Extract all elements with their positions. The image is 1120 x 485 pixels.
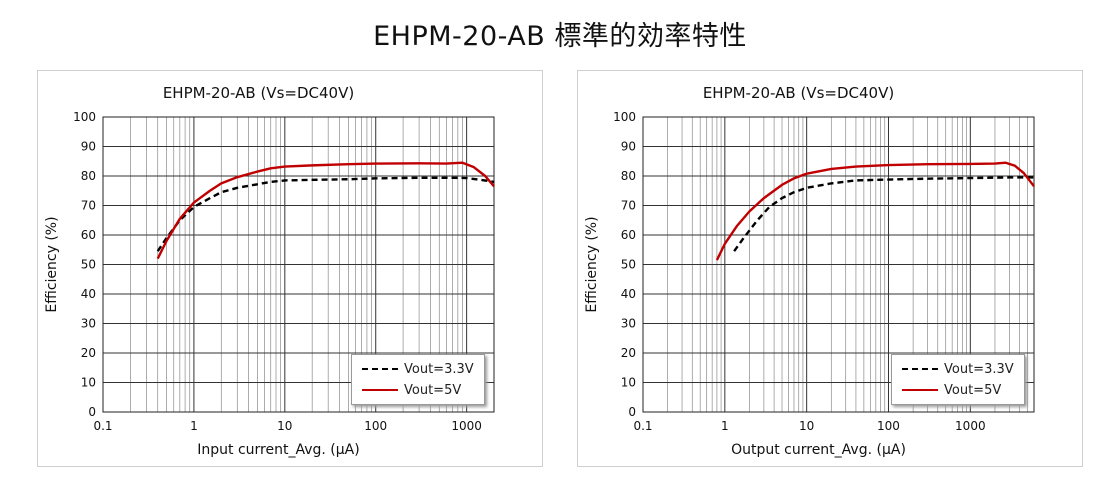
y-tick-label: 90 — [621, 140, 636, 154]
chart-panel-output-current: 0 10 20 30 40 50 60 70 80 90 100 0.1 1 10 100 1000 EHPM-… — [577, 70, 1083, 467]
y-tick-label: 20 — [621, 346, 636, 360]
x-tick-label: 0.1 — [633, 419, 652, 433]
y-tick-label: 0 — [88, 405, 96, 419]
y-tick-label: 60 — [621, 228, 636, 242]
y-tick-label: 40 — [81, 287, 96, 301]
x-tick-label: 10 — [799, 419, 814, 433]
plot-border — [642, 116, 1035, 413]
y-tick-label: 50 — [621, 258, 636, 272]
legend-swatch-dashed — [902, 368, 938, 370]
legend-label: Vout=5V — [404, 382, 462, 398]
legend-entry-vout-3-3v: Vout=3.3V — [362, 361, 474, 377]
legend-swatch-solid — [362, 389, 398, 391]
page-title: EHPM-20-AB 標準的効率特性 — [373, 21, 747, 52]
x-tick-label: 100 — [364, 419, 387, 433]
chart-panel-input-current: 0 10 20 30 40 50 60 70 80 90 100 0.1 1 10 100 1000 EHPM-… — [37, 70, 543, 467]
legend-entry-vout-5v: Vout=5V — [362, 382, 461, 398]
y-tick-label: 10 — [621, 376, 636, 390]
y-tick-label: 70 — [621, 199, 636, 213]
y-tick-label: 30 — [81, 317, 96, 331]
series-line-vout-5v — [156, 161, 495, 260]
legend-label: Vout=5V — [944, 382, 1002, 398]
y-tick-label: 20 — [81, 346, 96, 360]
chart-legend: Vout=3.3V Vout=5V — [351, 354, 485, 405]
legend-swatch-dashed — [362, 368, 398, 370]
x-axis-label: Input current_Avg. (μA) — [197, 442, 359, 458]
legend-label: Vout=3.3V — [404, 361, 474, 377]
y-tick-label: 40 — [621, 287, 636, 301]
x-tick-label: 1000 — [955, 419, 986, 433]
x-tick-label: 1 — [190, 419, 198, 433]
x-tick-label: 1000 — [451, 419, 482, 433]
x-tick-label: 0.1 — [93, 419, 112, 433]
chart-title: EHPM-20-AB (Vs=DC40V) — [703, 84, 894, 102]
y-tick-label: 100 — [613, 110, 636, 124]
plot-border — [102, 116, 495, 413]
legend-entry-vout-5v: Vout=5V — [902, 382, 1001, 398]
x-axis-label: Output current_Avg. (μA) — [731, 442, 906, 458]
legend-entry-vout-3-3v: Vout=3.3V — [902, 361, 1014, 377]
chart-legend: Vout=3.3V Vout=5V — [891, 354, 1025, 405]
series-line-vout-5v — [715, 161, 1035, 261]
y-tick-label: 60 — [81, 228, 96, 242]
y-tick-label: 90 — [81, 140, 96, 154]
x-tick-label: 10 — [277, 419, 292, 433]
x-tick-label: 100 — [877, 419, 900, 433]
y-axis-label: Efficiency (%) — [584, 216, 600, 312]
efficiency-chart-input-current: 0 10 20 30 40 50 60 70 80 90 100 0.1 1 10 100 1000 EHPM-… — [44, 84, 495, 458]
series-line-vout-3-3v — [156, 176, 495, 252]
y-axis-label: Efficiency (%) — [44, 216, 60, 312]
efficiency-chart-output-current: 0 10 20 30 40 50 60 70 80 90 100 0.1 1 10 100 1000 EHPM-… — [584, 84, 1035, 458]
chart-title: EHPM-20-AB (Vs=DC40V) — [163, 84, 354, 102]
y-tick-label: 70 — [81, 199, 96, 213]
y-tick-label: 50 — [81, 258, 96, 272]
y-tick-label: 100 — [73, 110, 96, 124]
y-tick-label: 80 — [621, 169, 636, 183]
legend-swatch-solid — [902, 389, 938, 391]
x-tick-label: 1 — [721, 419, 729, 433]
y-tick-label: 80 — [81, 169, 96, 183]
y-tick-label: 10 — [81, 376, 96, 390]
legend-label: Vout=3.3V — [944, 361, 1014, 377]
series-line-vout-3-3v — [733, 176, 1034, 252]
y-tick-label: 30 — [621, 317, 636, 331]
y-tick-label: 0 — [628, 405, 636, 419]
